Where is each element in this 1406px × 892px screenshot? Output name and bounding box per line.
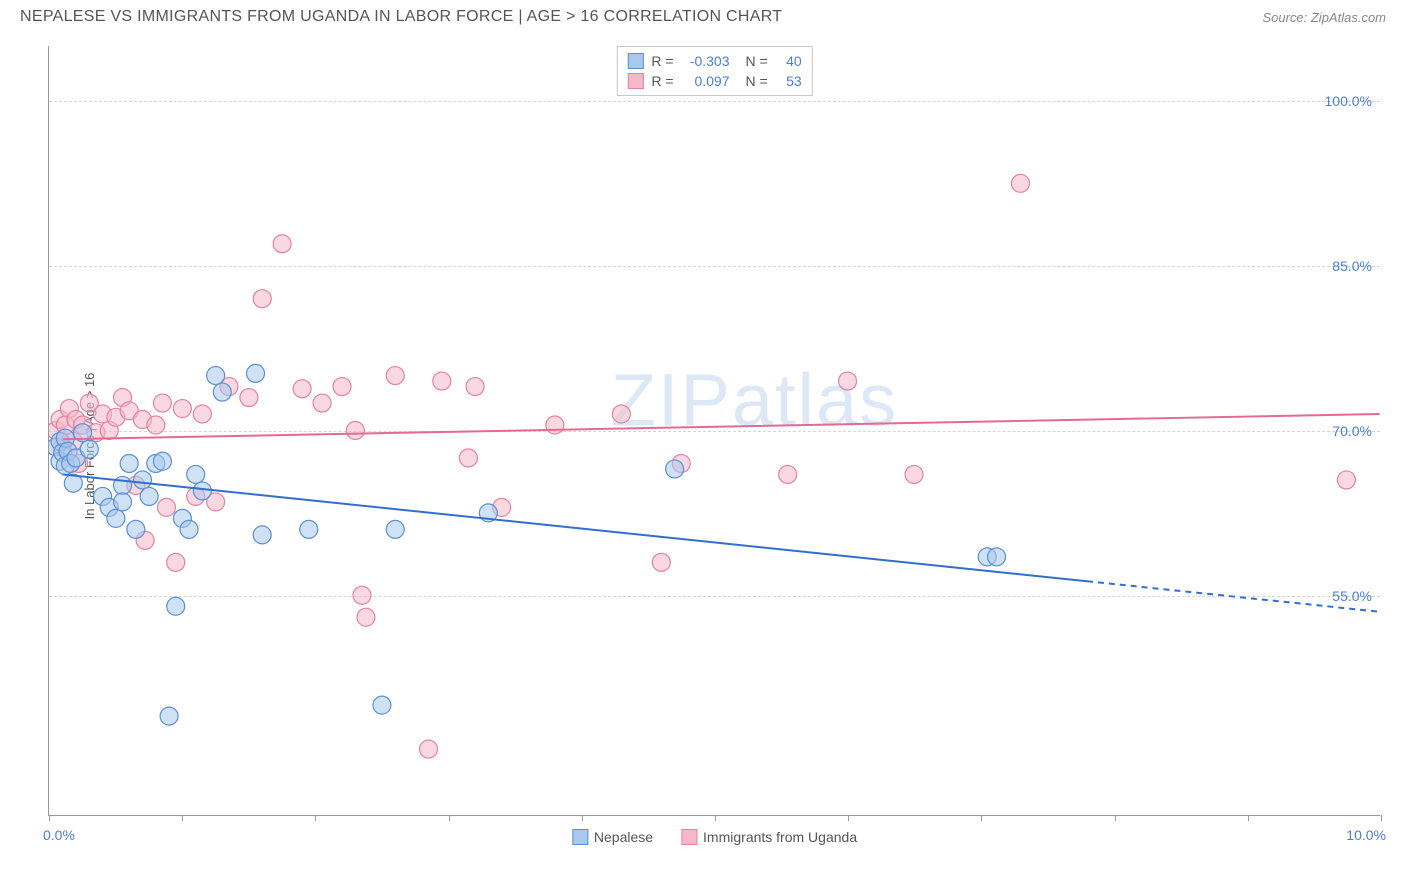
data-point bbox=[167, 597, 185, 615]
data-point bbox=[157, 498, 175, 516]
legend-series-label: Immigrants from Uganda bbox=[703, 829, 857, 845]
data-point bbox=[357, 608, 375, 626]
x-tick bbox=[848, 815, 849, 821]
data-point bbox=[247, 364, 265, 382]
legend-n-label: N = bbox=[746, 73, 768, 89]
legend-swatch bbox=[627, 73, 643, 89]
x-tick bbox=[981, 815, 982, 821]
x-tick bbox=[315, 815, 316, 821]
data-point bbox=[779, 465, 797, 483]
data-point bbox=[147, 416, 165, 434]
data-point bbox=[253, 290, 271, 308]
x-tick bbox=[182, 815, 183, 821]
data-point bbox=[293, 380, 311, 398]
data-point bbox=[153, 394, 171, 412]
data-point bbox=[173, 400, 191, 418]
data-point bbox=[313, 394, 331, 412]
data-point bbox=[140, 487, 158, 505]
legend-n-label: N = bbox=[746, 53, 768, 69]
data-point bbox=[546, 416, 564, 434]
x-tick bbox=[449, 815, 450, 821]
legend-correlation: R = -0.303 N = 40 R = 0.097 N = 53 bbox=[616, 46, 812, 96]
data-point bbox=[120, 454, 138, 472]
data-point bbox=[80, 440, 98, 458]
legend-n-value: 53 bbox=[776, 73, 802, 89]
legend-r-label: R = bbox=[651, 53, 673, 69]
x-tick bbox=[49, 815, 50, 821]
trend-line bbox=[63, 414, 1380, 439]
legend-n-value: 40 bbox=[776, 53, 802, 69]
data-point bbox=[133, 471, 151, 489]
legend-swatch bbox=[681, 829, 697, 845]
data-point bbox=[612, 405, 630, 423]
data-point bbox=[127, 520, 145, 538]
data-point bbox=[905, 465, 923, 483]
data-point bbox=[207, 367, 225, 385]
source-label: Source: ZipAtlas.com bbox=[1262, 10, 1386, 25]
data-point bbox=[240, 389, 258, 407]
header: NEPALESE VS IMMIGRANTS FROM UGANDA IN LA… bbox=[0, 0, 1406, 30]
data-point bbox=[333, 378, 351, 396]
data-point bbox=[652, 553, 670, 571]
legend-series-item: Nepalese bbox=[572, 829, 653, 845]
data-point bbox=[213, 383, 231, 401]
data-point bbox=[107, 509, 125, 527]
data-point bbox=[466, 378, 484, 396]
data-point bbox=[160, 707, 178, 725]
x-tick bbox=[582, 815, 583, 821]
data-point bbox=[373, 696, 391, 714]
chart-title: NEPALESE VS IMMIGRANTS FROM UGANDA IN LA… bbox=[20, 8, 782, 26]
x-tick bbox=[715, 815, 716, 821]
data-point bbox=[839, 372, 857, 390]
data-point bbox=[988, 548, 1006, 566]
data-point bbox=[193, 482, 211, 500]
data-point bbox=[666, 460, 684, 478]
x-tick bbox=[1115, 815, 1116, 821]
x-axis-max-label: 10.0% bbox=[1346, 827, 1386, 843]
legend-row: R = -0.303 N = 40 bbox=[627, 51, 801, 71]
legend-swatch bbox=[627, 53, 643, 69]
data-point bbox=[1011, 174, 1029, 192]
legend-r-label: R = bbox=[651, 73, 673, 89]
data-point bbox=[353, 586, 371, 604]
trend-line-extrapolated bbox=[1087, 581, 1380, 612]
data-point bbox=[433, 372, 451, 390]
data-point bbox=[180, 520, 198, 538]
data-point bbox=[1337, 471, 1355, 489]
data-point bbox=[273, 235, 291, 253]
data-point bbox=[386, 367, 404, 385]
legend-series-label: Nepalese bbox=[594, 829, 653, 845]
data-point bbox=[193, 405, 211, 423]
trend-line bbox=[63, 474, 1087, 581]
x-axis-min-label: 0.0% bbox=[43, 827, 75, 843]
data-point bbox=[187, 465, 205, 483]
data-point bbox=[153, 452, 171, 470]
legend-series-item: Immigrants from Uganda bbox=[681, 829, 857, 845]
data-point bbox=[346, 422, 364, 440]
data-point bbox=[253, 526, 271, 544]
x-tick bbox=[1248, 815, 1249, 821]
data-point bbox=[300, 520, 318, 538]
x-tick bbox=[1381, 815, 1382, 821]
data-point bbox=[459, 449, 477, 467]
data-point bbox=[386, 520, 404, 538]
chart-area: ZIPatlas R = -0.303 N = 40 R = 0.097 N =… bbox=[48, 46, 1380, 816]
data-point bbox=[420, 740, 438, 758]
legend-r-value: -0.303 bbox=[682, 53, 730, 69]
legend-r-value: 0.097 bbox=[682, 73, 730, 89]
data-point bbox=[114, 493, 132, 511]
legend-row: R = 0.097 N = 53 bbox=[627, 71, 801, 91]
legend-series: Nepalese Immigrants from Uganda bbox=[572, 829, 857, 845]
legend-swatch bbox=[572, 829, 588, 845]
scatter-plot bbox=[49, 46, 1380, 815]
data-point bbox=[167, 553, 185, 571]
